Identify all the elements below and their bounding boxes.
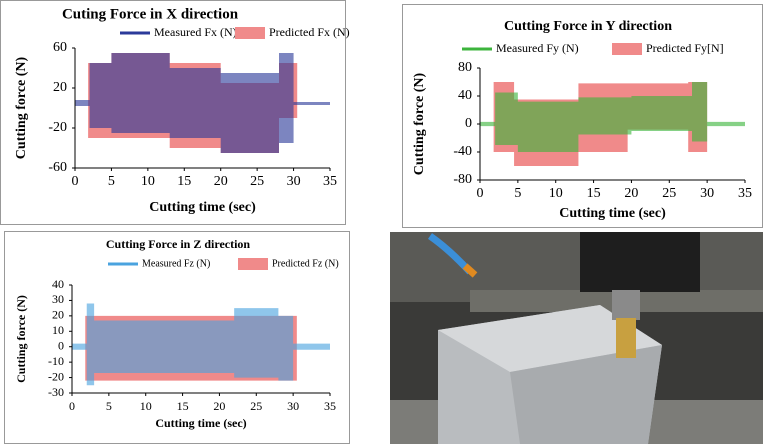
x-tick-label: 0 <box>477 186 484 201</box>
y-tick-label: -20 <box>48 120 67 135</box>
y-tick-label: 10 <box>52 323 64 337</box>
tool-holder <box>612 290 640 320</box>
spindle <box>580 232 700 292</box>
x-tick-label: 10 <box>549 186 563 201</box>
y-tick-label: -10 <box>48 354 64 368</box>
x-tick-label: 35 <box>323 174 337 189</box>
y-tick-label: -60 <box>48 160 67 175</box>
x-tick-label: 35 <box>324 399 336 413</box>
y-axis-label: Cutting force (N) <box>14 295 28 383</box>
chart-title: Cutting Force in Z direction <box>106 237 251 251</box>
x-axis-label: Cutting time (sec) <box>559 206 666 221</box>
legend-label: Predicted Fz (N) <box>272 258 339 269</box>
y-tick-label: 20 <box>52 308 64 322</box>
end-mill <box>616 318 636 358</box>
x-tick-label: 20 <box>213 399 225 413</box>
x-tick-label: 0 <box>69 399 75 413</box>
x-axis-label: Cutting time (sec) <box>149 200 256 215</box>
y-tick-label: 0 <box>58 338 64 352</box>
x-tick-label: 5 <box>106 399 112 413</box>
legend-label: Predicted Fy[N] <box>646 41 724 55</box>
x-tick-label: 10 <box>140 399 152 413</box>
y-tick-label: -30 <box>48 385 64 399</box>
x-tick-label: 0 <box>72 174 79 189</box>
x-axis-label: Cutting time (sec) <box>155 416 246 430</box>
legend-swatch <box>612 43 642 55</box>
chart-title: Cutting Force in Y direction <box>504 19 672 34</box>
x-tick-label: 5 <box>514 186 521 201</box>
y-tick-label: 0 <box>465 116 472 131</box>
x-tick-label: 15 <box>177 174 191 189</box>
y-tick-label: 30 <box>52 292 64 306</box>
legend-swatch <box>238 258 268 270</box>
y-tick-label: 40 <box>458 88 472 103</box>
x-tick-label: 25 <box>250 399 262 413</box>
y-tick-label: 20 <box>53 80 67 95</box>
legend-label: Measured Fx (N) <box>154 25 237 39</box>
y-tick-label: 60 <box>53 40 67 55</box>
y-tick-label: -40 <box>453 144 472 159</box>
legend-swatch <box>235 27 265 39</box>
y-tick-label: 80 <box>458 60 472 75</box>
x-tick-label: 15 <box>177 399 189 413</box>
x-tick-label: 25 <box>662 186 676 201</box>
figure: Cuting Force in X direction Cutting time … <box>0 0 763 444</box>
x-tick-label: 30 <box>287 399 299 413</box>
y-tick-label: -80 <box>453 172 472 187</box>
x-tick-label: 30 <box>700 186 714 201</box>
y-tick-label: -20 <box>48 369 64 383</box>
y-axis-label: Cutting force (N) <box>412 72 427 175</box>
legend-label: Predicted Fx (N) <box>269 25 350 39</box>
chart-title: Cuting Force in X direction <box>62 6 239 22</box>
x-tick-label: 30 <box>287 174 301 189</box>
photo <box>390 232 763 444</box>
y-axis-label: Cutting force (N) <box>14 56 29 159</box>
x-tick-label: 35 <box>738 186 752 201</box>
x-tick-label: 20 <box>624 186 638 201</box>
x-tick-label: 10 <box>141 174 155 189</box>
x-tick-label: 20 <box>214 174 228 189</box>
x-tick-label: 25 <box>250 174 264 189</box>
x-tick-label: 5 <box>108 174 115 189</box>
y-tick-label: 40 <box>52 277 64 291</box>
legend-label: Measured Fy (N) <box>496 41 579 55</box>
x-tick-label: 15 <box>587 186 601 201</box>
legend-label: Measured Fz (N) <box>142 258 210 269</box>
